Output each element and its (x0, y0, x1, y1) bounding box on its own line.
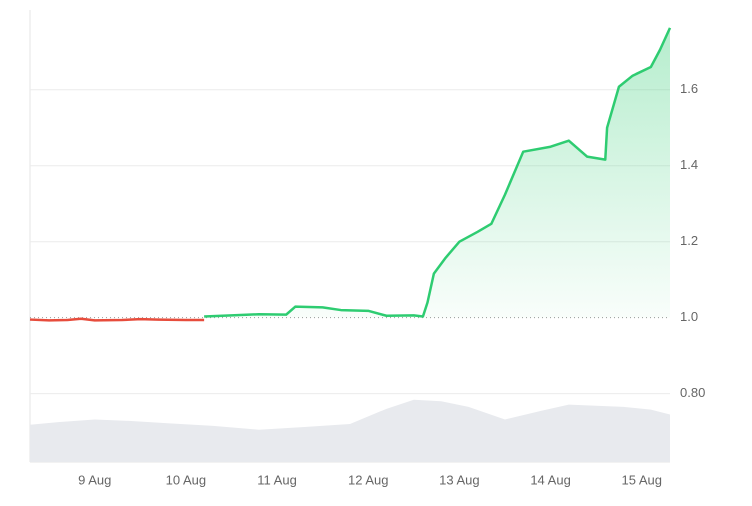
area-fill (204, 27, 671, 318)
x-tick-label: 13 Aug (439, 472, 480, 487)
price-line (204, 27, 672, 318)
x-tick-label: 9 Aug (78, 472, 111, 487)
x-tick-label: 14 Aug (530, 472, 571, 487)
x-tick-label: 15 Aug (621, 472, 662, 487)
y-tick-label: 0.80 (680, 385, 705, 400)
volume-area (30, 399, 670, 462)
x-tick-label: 12 Aug (348, 472, 389, 487)
y-tick-label: 1.4 (680, 157, 698, 172)
x-tick-label: 11 Aug (257, 472, 297, 487)
y-tick-label: 1.0 (680, 309, 698, 324)
y-tick-label: 1.2 (680, 233, 698, 248)
y-tick-label: 1.6 (680, 81, 698, 96)
x-tick-label: 10 Aug (166, 472, 207, 487)
price-line (29, 317, 205, 322)
